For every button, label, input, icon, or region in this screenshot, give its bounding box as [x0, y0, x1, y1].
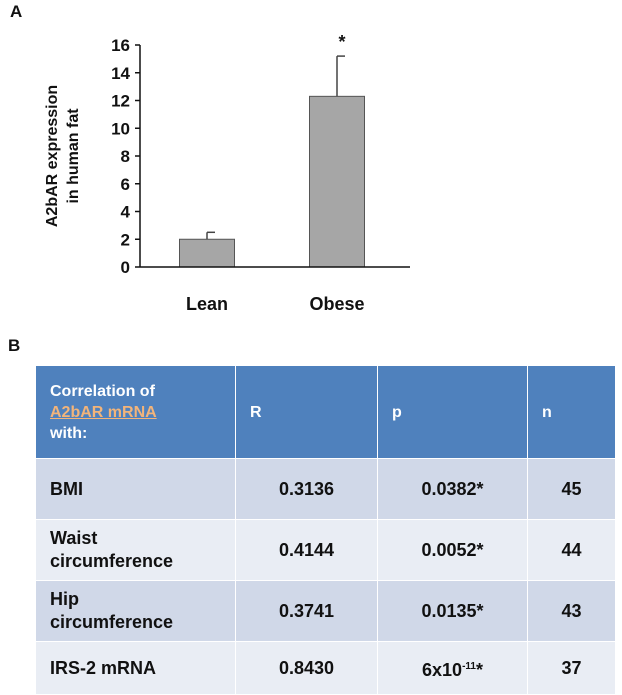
table-row: Waist circumference 0.4144 0.0052* 44	[35, 519, 616, 581]
y-tick-label: 16	[111, 36, 130, 55]
cell-n: 45	[527, 458, 616, 520]
cell-p-suffix: *	[475, 659, 483, 680]
x-tick-label: Lean	[186, 294, 228, 314]
cell-r: 0.4144	[235, 519, 378, 581]
y-axis-title: A2bAR expression in human fat	[44, 85, 82, 227]
header-r: R	[235, 365, 378, 459]
cell-p: 0.0052*	[377, 519, 528, 581]
cell-n: 37	[527, 641, 616, 695]
row-label: Hip circumference	[35, 580, 236, 642]
y-tick-label: 2	[121, 230, 130, 249]
row-label: BMI	[35, 458, 236, 520]
y-tick-label: 4	[121, 203, 131, 222]
y-tick-label: 12	[111, 92, 130, 111]
header-n: n	[527, 365, 616, 459]
cell-r: 0.3136	[235, 458, 378, 520]
x-tick-label: Obese	[309, 294, 364, 314]
header-correlation-line3: with:	[50, 424, 88, 442]
cell-p: 6x10-11*	[377, 641, 528, 695]
cell-n: 44	[527, 519, 616, 581]
axes	[139, 45, 410, 268]
cell-p-base: 6x10	[422, 659, 463, 680]
x-axis-ticks: Lean Obese	[186, 294, 365, 314]
y-tick-label: 0	[121, 258, 130, 277]
row-label-text: BMI	[50, 478, 83, 499]
row-label-text-2: circumference	[50, 551, 174, 571]
header-correlation: Correlation of A2bAR mRNA with:	[35, 365, 236, 459]
cell-p: 0.0382*	[377, 458, 528, 520]
bar-lean	[179, 238, 235, 268]
row-label-text: IRS-2 mRNA	[50, 657, 157, 678]
row-label: Waist circumference	[35, 519, 236, 581]
correlation-table: Correlation of A2bAR mRNA with: R p n BM…	[35, 365, 616, 695]
row-label-text: Waist	[50, 528, 98, 548]
cell-r: 0.3741	[235, 580, 378, 642]
y-tick-label: 8	[121, 147, 130, 166]
bars: *	[179, 32, 365, 268]
panel-b-label: B	[8, 336, 21, 355]
header-a2bar-mrna: A2bAR mRNA	[50, 403, 157, 421]
y-axis-ticks: 0 2 4 6 8 10 12 14 16	[111, 36, 140, 277]
significance-marker: *	[338, 32, 345, 52]
y-axis-label: A2bAR expression in human fat	[44, 85, 82, 227]
table-row: IRS-2 mRNA 0.8430 6x10-11* 37	[35, 641, 616, 695]
header-correlation-line1: Correlation of	[50, 382, 155, 400]
row-label-text: Hip	[50, 589, 79, 609]
table-row: Hip circumference 0.3741 0.0135* 43	[35, 580, 616, 642]
bar-obese	[309, 95, 365, 268]
y-tick-label: 14	[111, 64, 130, 83]
table-header-row: Correlation of A2bAR mRNA with: R p n	[35, 365, 616, 459]
bar-chart: A2bAR expression in human fat 0 2 4 6 8 10 12 14…	[44, 32, 410, 314]
y-tick-label: 6	[121, 175, 130, 194]
y-tick-label: 10	[111, 119, 130, 138]
panel-a-label: A	[10, 2, 23, 21]
table-row: BMI 0.3136 0.0382* 45	[35, 458, 616, 520]
y-axis-label-line: in human fat	[65, 108, 82, 204]
cell-p-exponent: -11	[462, 660, 476, 672]
y-axis-label-line: A2bAR expression	[44, 85, 61, 227]
header-p: p	[377, 365, 528, 459]
row-label: IRS-2 mRNA	[35, 641, 236, 695]
row-label-text-2: circumference	[50, 612, 174, 632]
cell-n: 43	[527, 580, 616, 642]
cell-r: 0.8430	[235, 641, 378, 695]
cell-p: 0.0135*	[377, 580, 528, 642]
